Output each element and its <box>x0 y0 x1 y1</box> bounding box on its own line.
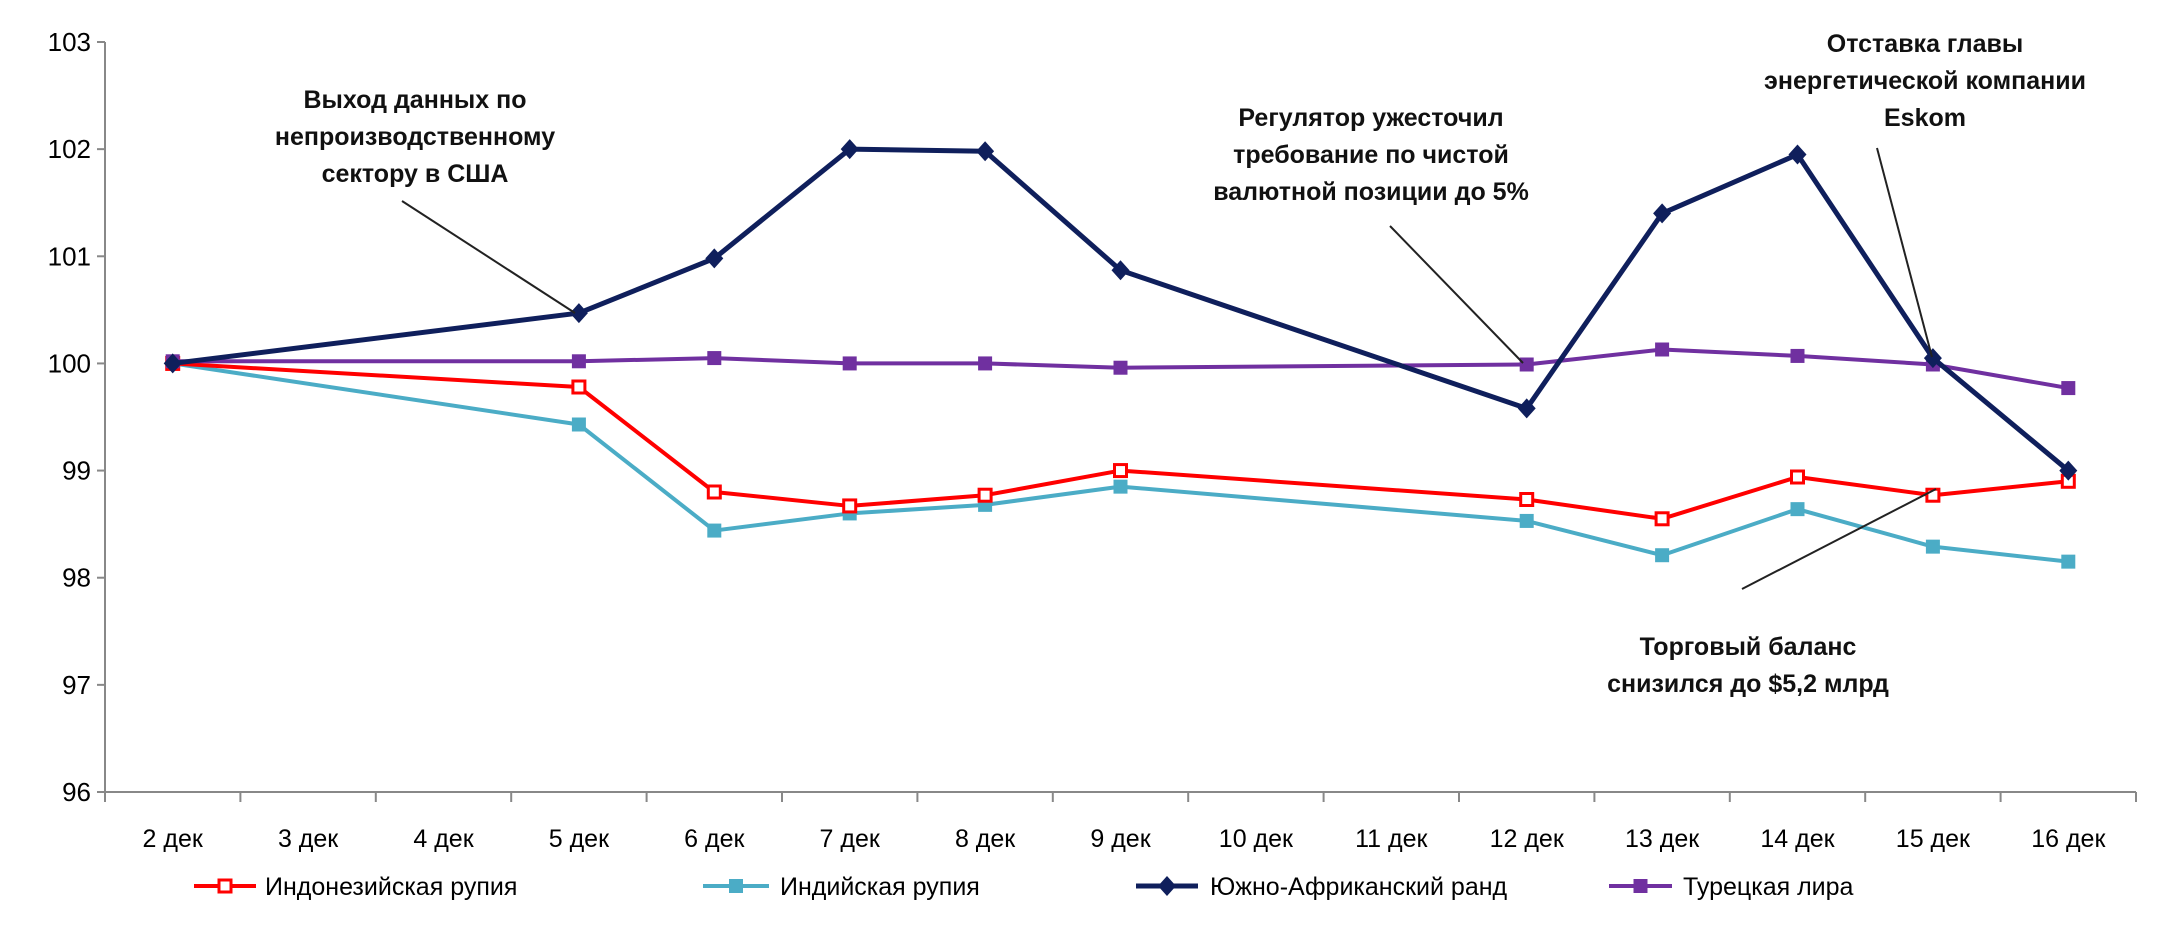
x-tick-label: 9 дек <box>1090 825 1151 853</box>
series-3 <box>165 342 2076 396</box>
annotation-2: Отставка главы энергетической компании Esk… <box>1764 30 2086 358</box>
y-tick-label: 101 <box>48 241 91 271</box>
series-line <box>172 361 2069 564</box>
annotation-text: сектору в США <box>322 160 509 188</box>
annotation-text: Выход данных по <box>304 86 527 114</box>
y-tick-label: 98 <box>62 563 91 593</box>
annotation-text: Eskom <box>1884 104 1966 132</box>
data-point-diamond <box>1923 348 1942 369</box>
legend-item: Индийская рупия <box>703 873 980 901</box>
data-point-diamond <box>1517 398 1536 419</box>
data-point-square <box>1790 348 1805 363</box>
data-point-diamond <box>1653 203 1672 224</box>
x-tick-label: 16 дек <box>2031 825 2106 853</box>
data-point-square <box>571 379 587 395</box>
data-point-square <box>1790 502 1805 517</box>
legend: Индонезийская рупия Индийская рупия Южно-А… <box>194 873 1854 901</box>
y-tick-label: 97 <box>62 670 91 700</box>
data-point-square <box>729 879 743 893</box>
x-tick-label: 5 дек <box>549 825 610 853</box>
data-point-diamond <box>569 303 588 324</box>
data-point-square <box>1654 511 1670 527</box>
data-point-square <box>842 356 857 371</box>
series-2 <box>163 139 2078 481</box>
data-point-square <box>571 417 586 432</box>
data-point-square <box>1113 479 1128 494</box>
data-point-square <box>217 878 233 894</box>
x-tick-label: 8 дек <box>955 825 1016 853</box>
data-point-square <box>707 523 722 538</box>
series-line <box>172 146 2070 473</box>
data-point-square <box>978 356 993 371</box>
data-point-square <box>1519 492 1535 507</box>
x-tick-label: 10 дек <box>1219 825 1294 853</box>
annotation-3: Торговый баланс снизился до $5,2 млрд <box>1607 488 1937 698</box>
data-point-square <box>707 351 722 366</box>
legend-label: Южно-Африканский ранд <box>1210 873 1508 901</box>
x-tick-label: 6 дек <box>684 825 745 853</box>
x-tick-label: 15 дек <box>1896 825 1971 853</box>
annotation-leader-line <box>1876 147 1933 358</box>
annotation-text: Регулятор ужесточил <box>1238 104 1503 132</box>
annotation-text: Торговый баланс <box>1640 633 1857 661</box>
annotation-text: Отставка главы <box>1827 30 2023 58</box>
annotation-0: Выход данных по непроизводственному сектор… <box>275 86 576 314</box>
x-tick-label: 13 дек <box>1625 825 1700 853</box>
data-point-square <box>706 484 722 500</box>
data-point-diamond <box>163 353 182 374</box>
data-point-square <box>842 498 858 514</box>
data-point-diamond <box>1788 144 1807 165</box>
data-point-square <box>1790 469 1805 485</box>
legend-item: Турецкая лира <box>1609 873 1854 901</box>
legend-label: Индийская рупия <box>780 873 980 901</box>
series-1 <box>165 356 2076 569</box>
legend-label: Турецкая лира <box>1683 873 1854 901</box>
data-point-square <box>1925 539 1940 554</box>
x-tick-label: 12 дек <box>1490 825 1565 853</box>
data-point-diamond <box>705 248 724 269</box>
annotation-leader-line <box>1741 488 1937 590</box>
legend-item: Южно-Африканский ранд <box>1136 873 1508 901</box>
series-line <box>172 361 2069 521</box>
data-point-square <box>1655 548 1670 563</box>
data-point-square <box>1519 513 1534 528</box>
x-tick-label: 7 дек <box>820 825 881 853</box>
annotation-leader-line <box>1389 225 1524 364</box>
annotation-text: требование по чистой <box>1233 141 1509 169</box>
annotation-text: снизился до $5,2 млрд <box>1607 670 1889 698</box>
annotation-text: валютной позиции до 5% <box>1213 178 1529 206</box>
data-point-square <box>571 354 586 369</box>
y-tick-label: 96 <box>62 777 91 807</box>
data-point-square <box>977 487 993 503</box>
x-tick-label: 2 дек <box>143 825 204 853</box>
data-point-square <box>1519 357 1534 372</box>
x-tick-label: 3 дек <box>278 825 339 853</box>
annotation-text: непроизводственному <box>275 123 555 151</box>
x-tick-label: 11 дек <box>1355 825 1428 853</box>
data-point-square <box>2061 381 2076 396</box>
annotation-leader-line <box>401 200 576 314</box>
data-point-square <box>1113 360 1128 375</box>
data-point-square <box>1113 463 1128 479</box>
legend-label: Индонезийская рупия <box>265 873 517 901</box>
data-point-diamond <box>1158 876 1176 896</box>
series-0 <box>165 355 2076 527</box>
data-point-diamond <box>840 139 859 160</box>
y-tick-label: 100 <box>48 348 91 378</box>
data-point-diamond <box>2059 460 2078 481</box>
x-tick-label: 14 дек <box>1760 825 1835 853</box>
y-tick-label: 103 <box>48 27 91 57</box>
legend-item: Индонезийская рупия <box>194 873 517 901</box>
data-point-square <box>2061 554 2076 569</box>
data-point-diamond <box>976 141 995 162</box>
y-tick-label: 99 <box>62 456 91 486</box>
x-tick-label: 4 дек <box>413 825 474 853</box>
y-tick-label: 102 <box>48 134 91 164</box>
data-point-diamond <box>1111 260 1130 281</box>
data-point-square <box>1633 879 1648 893</box>
annotation-text: энергетической компании <box>1764 67 2086 95</box>
annotation-1: Регулятор ужесточил требование по чистой в… <box>1213 104 1529 364</box>
data-point-square <box>1655 342 1670 357</box>
